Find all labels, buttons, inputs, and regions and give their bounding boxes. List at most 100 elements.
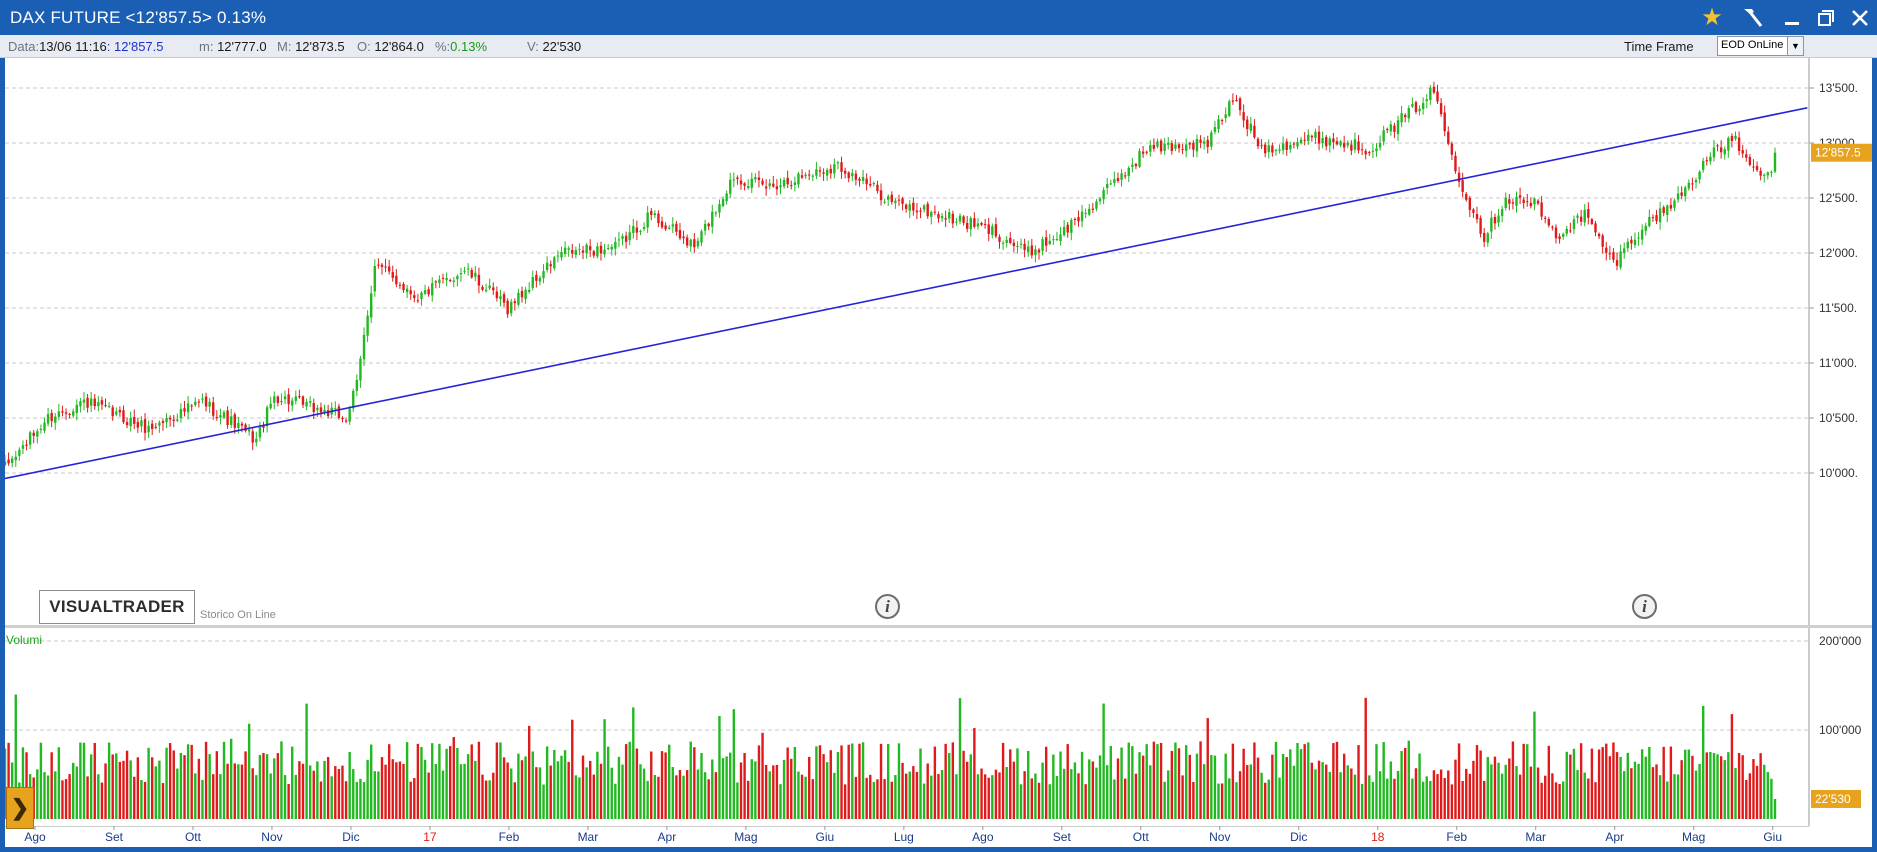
volume-bar [1601,747,1604,819]
candle-body [1533,198,1536,205]
volume-bar [1457,743,1461,819]
candle-body [179,408,183,419]
candle-body [1317,131,1321,144]
volume-bar [276,753,280,819]
candle-body [79,401,82,407]
candle-body [1561,233,1565,237]
minimize-icon[interactable] [1774,0,1810,35]
candle-body [667,227,671,229]
candle-body [1184,144,1188,151]
candle-body [183,408,186,412]
volume-bar [1605,743,1608,819]
volume-bar [642,768,646,819]
candle-body [362,334,366,360]
candle-body [592,251,596,256]
candle-body [843,170,847,174]
candle-body [1655,215,1658,222]
volume-bar [1059,751,1062,819]
candle-body [1332,138,1335,143]
volume-bar [1436,774,1439,819]
candle-body [904,204,908,209]
candle-body [151,423,154,430]
volume-bar [484,780,488,819]
volume-bar [273,758,276,819]
candle-body [1515,196,1518,206]
candle-body [276,396,280,404]
chevron-right-icon: ❯ [10,795,30,820]
volume-bar [1371,781,1375,819]
volume-bar [628,741,631,819]
x-tick-label: Mar [1525,830,1546,844]
candle-body [560,251,563,258]
chevron-down-icon[interactable]: ▼ [1787,37,1803,55]
volume-bar [1019,784,1023,819]
candle-body [1457,172,1461,182]
volume-bar [983,774,987,819]
candle-body [556,255,560,257]
volume-tick-label: 200'000 [1819,634,1862,648]
candle-body [305,401,308,407]
candle-body [818,170,822,172]
candle-body [930,212,933,217]
volume-bar [958,698,962,819]
volume-bar [1163,781,1166,819]
candle-body [459,273,463,275]
candle-body [743,183,746,186]
volume-bar [847,744,850,819]
volume-bar [524,756,527,819]
volume-bar [1256,757,1260,819]
candle-body [1684,187,1687,197]
candle-body [1579,216,1583,222]
restore-icon[interactable] [1808,0,1844,35]
volume-bar [1389,761,1393,819]
candle-body [143,419,147,433]
candle-body [1188,143,1191,145]
candle-body [865,178,868,185]
volume-bar [589,760,592,819]
candle-body [1325,137,1328,147]
candle-body [61,411,64,413]
candle-body [517,292,520,305]
volume-bar [1608,756,1612,819]
info-icon[interactable]: i [1632,594,1657,619]
volume-bar [822,754,825,819]
volume-bar [1576,770,1579,819]
candle-body [409,290,412,295]
price-chart[interactable]: 13'500.13'000.12'500.12'000.11'500.11'00… [5,58,1872,625]
candle-body [1745,154,1748,158]
volume-bar [118,761,122,819]
volume-chart[interactable]: 200'000 100'000 22'530 [5,628,1872,826]
candle-body [212,402,215,416]
volume-bar [1673,774,1676,819]
star-icon[interactable]: ★ [1701,4,1723,31]
volume-bar [280,741,283,819]
candle-body [280,400,283,403]
candle-body [646,212,649,228]
volume-bar [1368,775,1371,819]
volume-bar [262,752,265,819]
volume-bar [222,741,226,819]
candle-body [1292,143,1296,145]
volume-bar [391,759,394,819]
close-icon[interactable] [1842,0,1877,35]
expand-panel-button[interactable]: ❯ [6,787,34,829]
candle-body [18,449,21,456]
candle-body [499,296,502,300]
candle-body [64,412,68,414]
candle-body [366,315,369,336]
info-icon[interactable]: i [875,594,900,619]
candle-body [398,284,402,286]
candle-body [1134,163,1138,167]
candle-body [1195,139,1199,152]
x-tick-label: Giu [816,830,835,844]
volume-bar [431,743,434,819]
pane-divider[interactable] [5,625,1872,628]
hammer-icon[interactable] [1734,0,1770,35]
candle-body [481,286,484,290]
volume-bar [1321,762,1324,819]
price-tick-label: 13'500. [1819,81,1858,95]
timeframe-select[interactable]: EOD OnLine ▼ [1717,36,1804,56]
candle-body [452,280,455,282]
candle-body [1508,199,1511,204]
volume-bar [797,771,800,819]
